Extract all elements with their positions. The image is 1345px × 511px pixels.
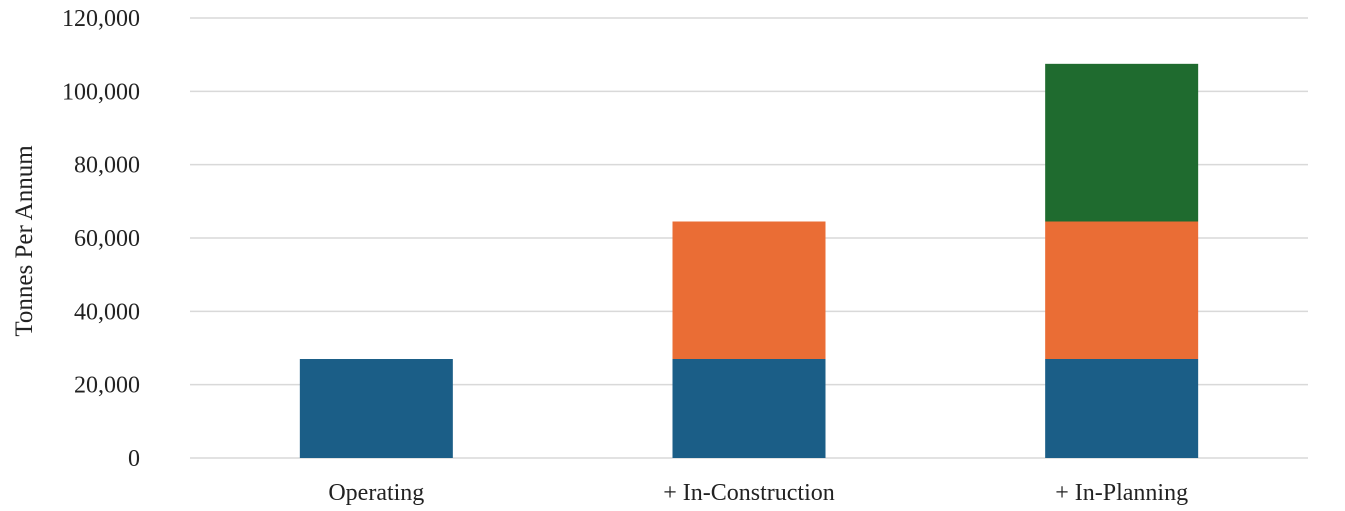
- bar-2-segment-1: [672, 359, 826, 458]
- y-tick-label: 80,000: [74, 153, 140, 179]
- bars: [299, 63, 1199, 458]
- y-axis-ticks: 0 20,000 40,000 60,000 80,000 100,000 120,000: [62, 6, 140, 472]
- bar-3-segment-1: [1045, 359, 1199, 458]
- bar-3-segment-2: [1045, 221, 1199, 359]
- y-tick-label: 100,000: [62, 79, 140, 105]
- x-tick-label: + In-Planning: [1055, 480, 1188, 506]
- y-tick-label: 120,000: [62, 6, 140, 32]
- bar-3-segment-3: [1045, 63, 1199, 222]
- y-axis-title: Tonnes Per Annum: [11, 145, 38, 337]
- y-tick-label: 40,000: [74, 299, 140, 325]
- x-tick-label: + In-Construction: [663, 480, 835, 506]
- y-tick-label: 20,000: [74, 373, 140, 399]
- x-tick-label: Operating: [328, 480, 424, 506]
- y-tick-label: 0: [128, 446, 140, 472]
- y-tick-label: 60,000: [74, 226, 140, 252]
- bar-1-segment-1: [299, 359, 453, 458]
- bar-2-segment-2: [672, 221, 826, 359]
- x-axis-ticks: Operating + In-Construction + In-Planning: [328, 480, 1188, 506]
